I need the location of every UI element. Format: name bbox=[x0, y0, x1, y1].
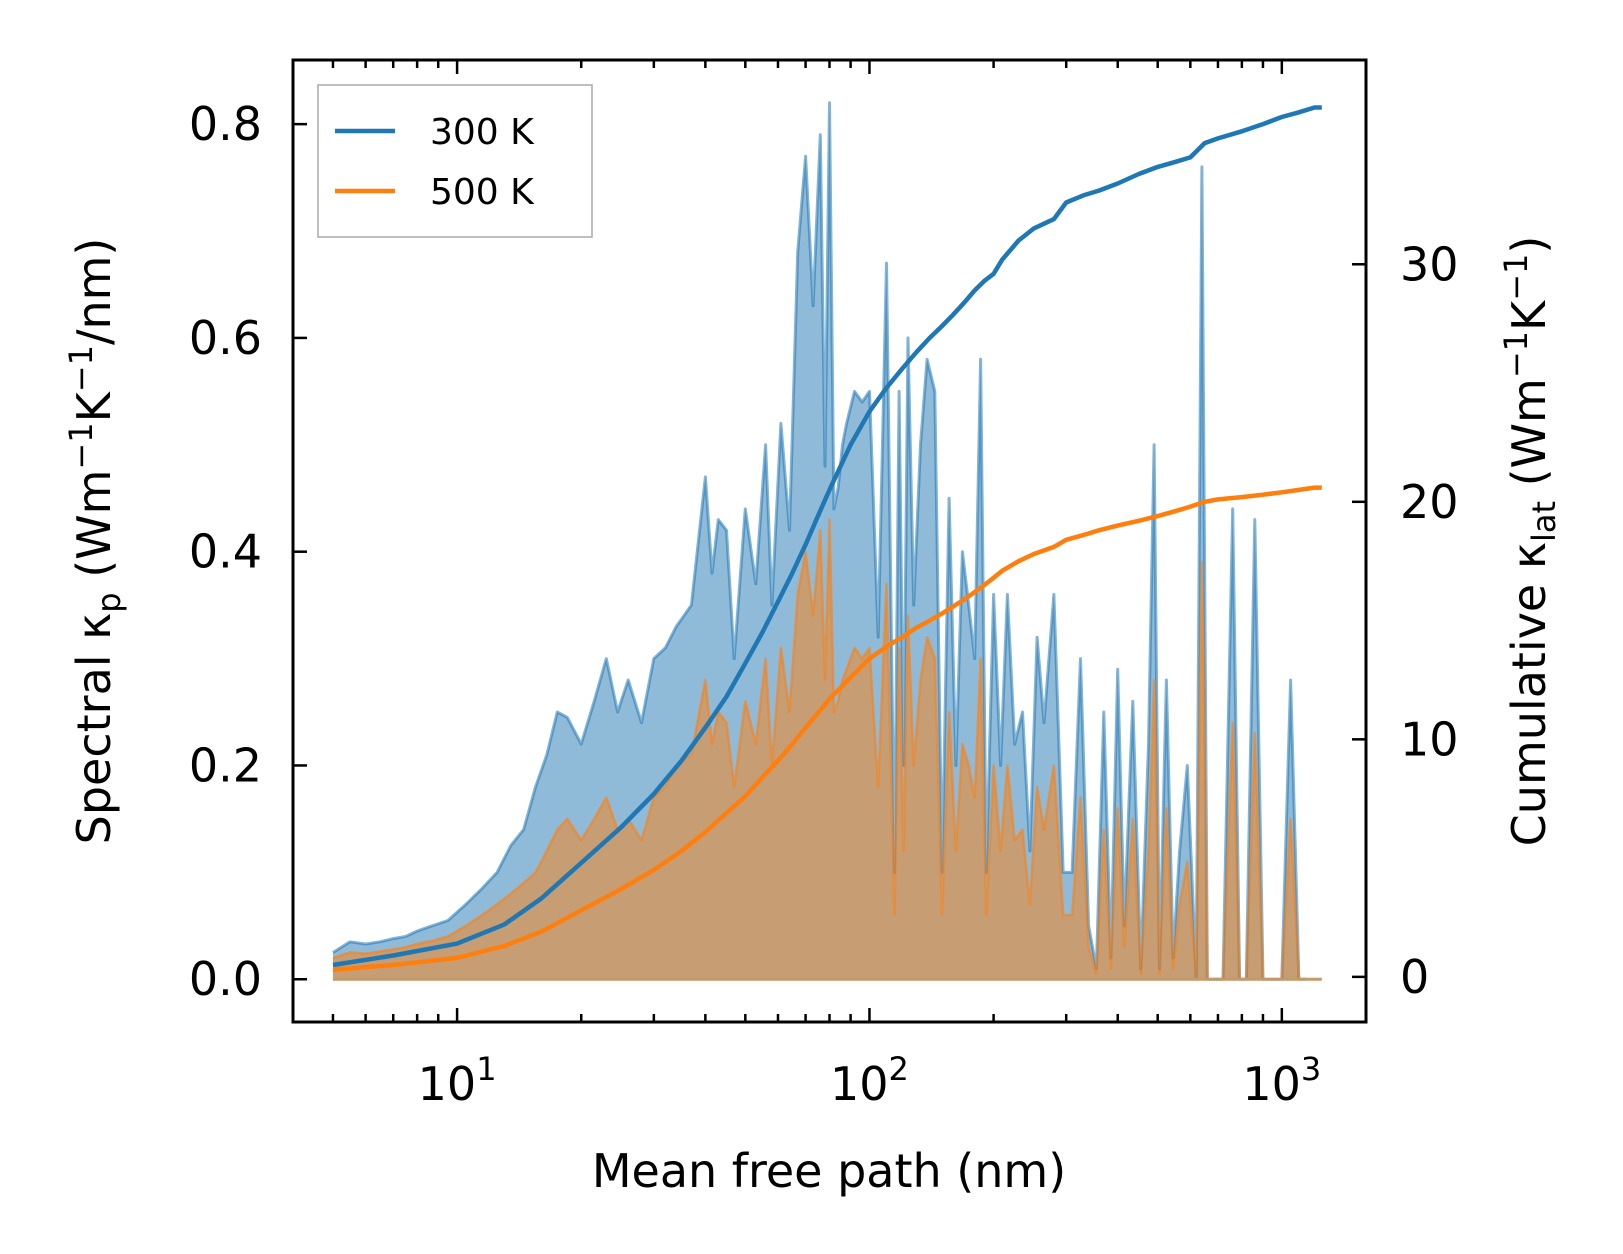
cumulative-line-500k bbox=[332, 485, 1322, 972]
plot-area bbox=[332, 101, 1322, 981]
x-tick-label: 103 bbox=[1242, 1050, 1321, 1111]
y-left-tick-label: 0.8 bbox=[189, 97, 262, 151]
x-tick-label: 101 bbox=[418, 1050, 497, 1111]
spectral-area-300k bbox=[333, 102, 1322, 980]
y-right-tick-label: 10 bbox=[1400, 712, 1459, 766]
x-tick-label: 102 bbox=[830, 1050, 909, 1111]
legend-label-300k: 300 K bbox=[430, 112, 535, 153]
y-left-tick-label: 0.6 bbox=[189, 311, 262, 365]
x-axis-label: Mean free path (nm) bbox=[592, 1144, 1066, 1198]
spectral-line-300k bbox=[332, 101, 1307, 981]
y-right-tick-label: 20 bbox=[1400, 475, 1459, 529]
y-axis-label-right: Cumulative κlat (Wm−1K−1) bbox=[1497, 236, 1563, 847]
y-right-tick-label: 30 bbox=[1400, 237, 1459, 291]
y-left-tick-label: 0.2 bbox=[189, 738, 262, 792]
cumulative-line-300k bbox=[332, 105, 1322, 968]
y-right-tick-label: 0 bbox=[1400, 950, 1429, 1004]
y-left-tick-label: 0.4 bbox=[189, 525, 262, 579]
legend-label-500k: 500 K bbox=[430, 172, 535, 213]
y-left-tick-label: 0.0 bbox=[189, 952, 262, 1006]
legend-box bbox=[317, 84, 593, 238]
legend: 300 K 500 K bbox=[317, 84, 593, 238]
axis-ticks: 101 102 103 0.0 0.2 0.4 0.6 0.8 0 10 20 30 bbox=[189, 60, 1459, 1111]
spectral-line-500k bbox=[332, 518, 1307, 981]
y-axis-label-left: Spectral κp (Wm−1K−1/nm) bbox=[62, 238, 128, 845]
